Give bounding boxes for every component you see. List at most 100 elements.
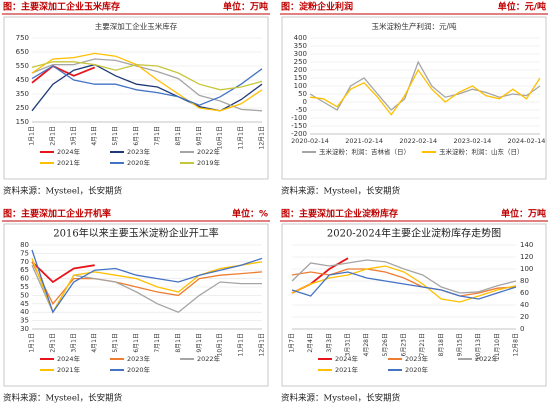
legend-label: 2022年: [475, 354, 499, 363]
series-line: [31, 64, 96, 84]
series-line: [31, 52, 263, 112]
y-tick-label: 80: [520, 277, 529, 285]
legend-label: 2021年: [57, 158, 81, 167]
y-tick-label: 80: [20, 241, 29, 249]
y-tick-label: 0: [303, 98, 307, 106]
y-tick-label: 20: [520, 313, 529, 321]
y-tick-label: 75: [20, 249, 29, 257]
y-tick-label: 55: [20, 283, 29, 291]
x-tick-label: 12月1日: [259, 126, 266, 149]
series-line: [291, 265, 517, 303]
y-tick-label: 250: [16, 104, 29, 112]
legend-label: 玉米淀粉：利润：山东（日）: [439, 147, 524, 156]
y-tick-label: 60: [20, 275, 29, 283]
x-tick-label: 2023-02-14: [453, 137, 491, 145]
y-tick-label: 250: [294, 58, 307, 66]
series-line: [291, 271, 517, 300]
series-line: [31, 249, 263, 314]
legend-label: 2024年: [57, 147, 81, 156]
series-line: [291, 259, 517, 294]
panel-header: 图：主要深加工企业开机率: [3, 208, 111, 220]
y-tick-label: 200: [294, 66, 307, 74]
y-tick-label: 150: [294, 74, 307, 82]
y-tick-label: -100: [291, 114, 307, 122]
y-tick-label: 150: [16, 118, 29, 126]
x-tick-label: 7月1日: [154, 333, 161, 353]
x-tick-label: 8月1日: [175, 126, 182, 146]
x-tick-label: 2月4日: [307, 333, 314, 353]
x-tick-label: 4月1日: [91, 126, 98, 146]
y-tick-label: 40: [520, 301, 529, 309]
legend-label: 2020年: [405, 365, 429, 374]
y-tick-label: -50: [296, 106, 307, 114]
x-tick-label: 7月21日: [419, 333, 426, 356]
panel-header: 图：主要深加工企业玉米库存: [3, 1, 120, 13]
x-tick-label: 3月1日: [70, 126, 77, 146]
series-line: [309, 68, 541, 116]
legend-label: 2021年: [57, 365, 81, 374]
legend-label: 2024年: [57, 354, 81, 363]
x-tick-label: 8月1日: [175, 333, 182, 353]
x-tick-label: 2020-02-14: [291, 137, 329, 145]
y-tick-label: 50: [298, 90, 307, 98]
x-tick-label: 12月1日: [259, 333, 266, 356]
y-tick-label: 100: [294, 82, 307, 90]
legend-label: 2024年: [335, 354, 359, 363]
panel-unit: 单位：%: [232, 208, 268, 220]
chart-title: 主要深加工企业玉米库存: [95, 21, 178, 31]
legend-label: 玉米淀粉：利润：吉林省（日）: [319, 147, 410, 156]
x-tick-label: 11月1日: [238, 126, 245, 149]
legend-label: 2019年: [197, 158, 221, 167]
y-tick-label: 65: [20, 266, 29, 274]
y-tick-label: 650: [16, 48, 29, 56]
source-note: 资料来源：Mysteel，长安期货: [281, 186, 401, 197]
x-tick-label: 5月26日: [382, 333, 389, 356]
x-tick-label: 1月1日: [29, 126, 36, 146]
series-line: [31, 63, 263, 112]
y-tick-label: 400: [294, 34, 307, 42]
source-note: 资料来源：Mysteel，长安期货: [281, 393, 401, 404]
source-note: 资料来源：Mysteel，长安期货: [3, 393, 123, 404]
legend-label: 2020年: [127, 365, 151, 374]
x-tick-label: 2月1日: [49, 126, 56, 146]
x-tick-label: 1月1日: [29, 333, 36, 353]
panel-unit: 单位：元/吨: [498, 1, 546, 13]
y-tick-label: 50: [20, 291, 29, 299]
chart-title: 2016年以来主要玉米淀粉企业开工率: [53, 227, 218, 240]
chart-title: 玉米淀粉生产利润：元/吨: [371, 21, 457, 31]
x-tick-label: 2月1日: [49, 333, 56, 353]
legend-label: 2022年: [197, 147, 221, 156]
x-tick-label: 11月10日: [494, 333, 501, 360]
series-line: [31, 61, 263, 91]
x-tick-label: 12月8日: [513, 333, 520, 356]
y-tick-label: 40: [20, 308, 29, 316]
y-tick-label: 100: [520, 265, 533, 273]
panel-header: 图：淀粉企业利润: [281, 1, 353, 13]
chart-title: 2020-2024年主要企业淀粉库存走势图: [327, 227, 501, 240]
x-tick-label: 6月1日: [133, 126, 140, 146]
legend-label: 2023年: [127, 147, 151, 156]
x-tick-label: 10月1日: [217, 126, 224, 149]
x-tick-label: 6月1日: [133, 333, 140, 353]
panel-unit: 单位：万吨: [501, 208, 546, 220]
series-line: [31, 261, 263, 305]
x-tick-label: 7月1日: [154, 126, 161, 146]
y-tick-label: 300: [294, 50, 307, 58]
y-tick-label: -150: [291, 122, 307, 130]
y-tick-label: 70: [20, 258, 29, 266]
series-line: [31, 65, 263, 106]
y-tick-label: 450: [16, 76, 29, 84]
x-tick-label: 5月1日: [112, 333, 119, 353]
x-tick-label: 4月28日: [363, 333, 370, 356]
x-tick-label: 9月15日: [457, 333, 464, 356]
x-tick-label: 1月7日: [289, 333, 296, 353]
y-tick-label: 550: [16, 62, 29, 70]
x-tick-label: 10月13日: [475, 333, 482, 360]
y-tick-label: 350: [16, 90, 29, 98]
legend-label: 2020年: [127, 158, 151, 167]
series-line: [31, 58, 263, 112]
x-tick-label: 3月31日: [345, 333, 352, 356]
legend-label: 2021年: [335, 365, 359, 374]
